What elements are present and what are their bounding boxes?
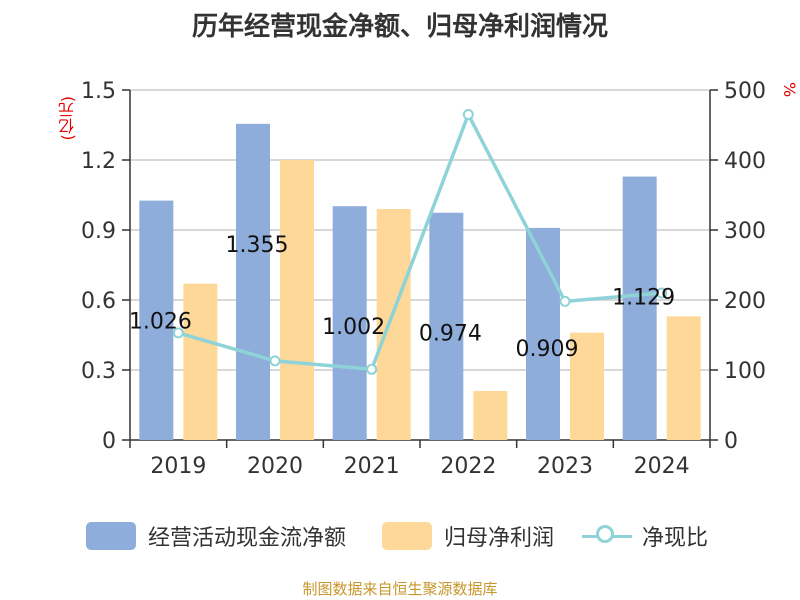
legend-line-ratio-icon [582, 522, 632, 550]
bar-cashflow [429, 212, 464, 440]
data-label-cashflow: 0.974 [419, 322, 482, 347]
bar-cashflow [332, 206, 367, 440]
legend-label-profit: 归母净利润 [444, 526, 555, 551]
bar-cashflow [236, 123, 270, 440]
data-source-note: 制图数据来自恒生聚源数据库 [302, 580, 498, 598]
chart-title: 历年经营现金净额、归母净利润情况 [191, 12, 608, 42]
data-label-cashflow: 1.355 [226, 233, 289, 258]
x-axis-tick-label: 2021 [344, 454, 400, 479]
legend-swatch-cashflow [86, 522, 136, 550]
left-axis-tick-label: 0.6 [81, 289, 116, 314]
bar-profit [570, 332, 604, 440]
bar-cashflow [139, 200, 174, 440]
right-axis-tick-label: 300 [724, 219, 766, 244]
x-axis-tick-label: 2024 [634, 454, 690, 479]
right-axis-tick-label: 200 [724, 289, 766, 314]
point-ratio [656, 287, 668, 299]
x-axis-tick-label: 2022 [440, 454, 496, 479]
bar-profit [473, 391, 508, 440]
bar-cashflow [526, 227, 560, 440]
bar-profit [376, 209, 411, 440]
bar-profit [280, 160, 314, 440]
x-axis-tick-label: 2019 [150, 454, 206, 479]
x-axis-tick-label: 2020 [247, 454, 303, 479]
bar-cashflow [622, 176, 657, 441]
legend-swatch-profit [382, 522, 432, 550]
right-axis-tick-label: 400 [724, 149, 766, 174]
point-ratio [269, 355, 281, 367]
right-axis-tick-label: 0 [724, 429, 738, 454]
line-ratio [177, 112, 662, 372]
x-axis-tick-label: 2023 [537, 454, 593, 479]
point-ratio [559, 295, 571, 307]
left-axis-tick-label: 1.5 [81, 79, 116, 104]
point-ratio [462, 109, 474, 120]
bar-profit [183, 283, 218, 440]
data-label-cashflow: 1.002 [322, 315, 385, 340]
bar-profit [666, 316, 701, 440]
left-axis-tick-label: 0 [102, 429, 116, 454]
left-axis-tick-label: 0.9 [81, 219, 116, 244]
data-label-cashflow: 1.026 [129, 310, 192, 335]
point-ratio [172, 327, 184, 339]
legend-item-ratio[interactable]: 净现比 [582, 520, 708, 552]
chart-legend: 经营活动现金流净额 归母净利润 净现比 [0, 520, 800, 552]
legend-label-ratio: 净现比 [642, 526, 709, 551]
legend-item-cashflow[interactable]: 经营活动现金流净额 [86, 520, 346, 552]
point-ratio [366, 363, 378, 375]
right-axis-tick-label: 100 [724, 359, 766, 384]
right-axis-unit: % [780, 82, 799, 98]
left-axis-tick-label: 0.3 [81, 359, 116, 384]
legend-label-cashflow: 经营活动现金流净额 [148, 526, 347, 551]
left-axis-tick-label: 1.2 [81, 149, 116, 174]
data-label-cashflow: 0.909 [516, 337, 579, 362]
right-axis-tick-label: 500 [724, 79, 766, 104]
legend-item-profit[interactable]: 归母净利润 [382, 520, 554, 552]
data-label-cashflow: 1.129 [612, 286, 675, 311]
